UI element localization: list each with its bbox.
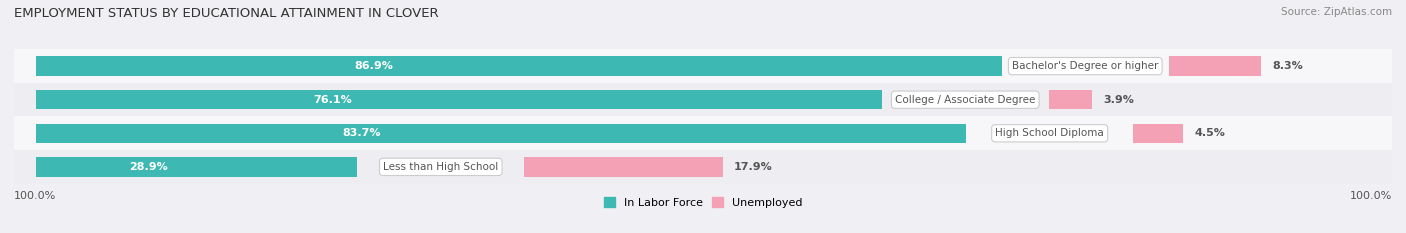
Text: 83.7%: 83.7% bbox=[343, 128, 381, 138]
Bar bbox=[14, 150, 1392, 184]
Bar bbox=[37, 123, 966, 143]
Text: 8.3%: 8.3% bbox=[1272, 61, 1303, 71]
Text: 86.9%: 86.9% bbox=[354, 61, 394, 71]
Text: College / Associate Degree: College / Associate Degree bbox=[896, 95, 1035, 105]
Text: 4.5%: 4.5% bbox=[1194, 128, 1225, 138]
Text: Less than High School: Less than High School bbox=[382, 162, 498, 172]
Legend: In Labor Force, Unemployed: In Labor Force, Unemployed bbox=[599, 193, 807, 212]
Bar bbox=[14, 116, 1392, 150]
Bar bbox=[14, 49, 1392, 83]
Text: 76.1%: 76.1% bbox=[314, 95, 352, 105]
Bar bbox=[1049, 90, 1092, 110]
Bar bbox=[37, 56, 1002, 76]
Text: 28.9%: 28.9% bbox=[129, 162, 169, 172]
Bar bbox=[1168, 56, 1261, 76]
Bar bbox=[14, 83, 1392, 116]
Text: Bachelor's Degree or higher: Bachelor's Degree or higher bbox=[1012, 61, 1159, 71]
Text: 100.0%: 100.0% bbox=[1350, 191, 1392, 201]
Bar bbox=[1133, 123, 1182, 143]
Bar bbox=[524, 157, 723, 177]
Text: High School Diploma: High School Diploma bbox=[995, 128, 1104, 138]
Text: 3.9%: 3.9% bbox=[1104, 95, 1133, 105]
Text: 100.0%: 100.0% bbox=[14, 191, 56, 201]
Text: Source: ZipAtlas.com: Source: ZipAtlas.com bbox=[1281, 7, 1392, 17]
Text: EMPLOYMENT STATUS BY EDUCATIONAL ATTAINMENT IN CLOVER: EMPLOYMENT STATUS BY EDUCATIONAL ATTAINM… bbox=[14, 7, 439, 20]
Bar bbox=[37, 90, 882, 110]
Text: 17.9%: 17.9% bbox=[734, 162, 773, 172]
Bar bbox=[37, 157, 357, 177]
